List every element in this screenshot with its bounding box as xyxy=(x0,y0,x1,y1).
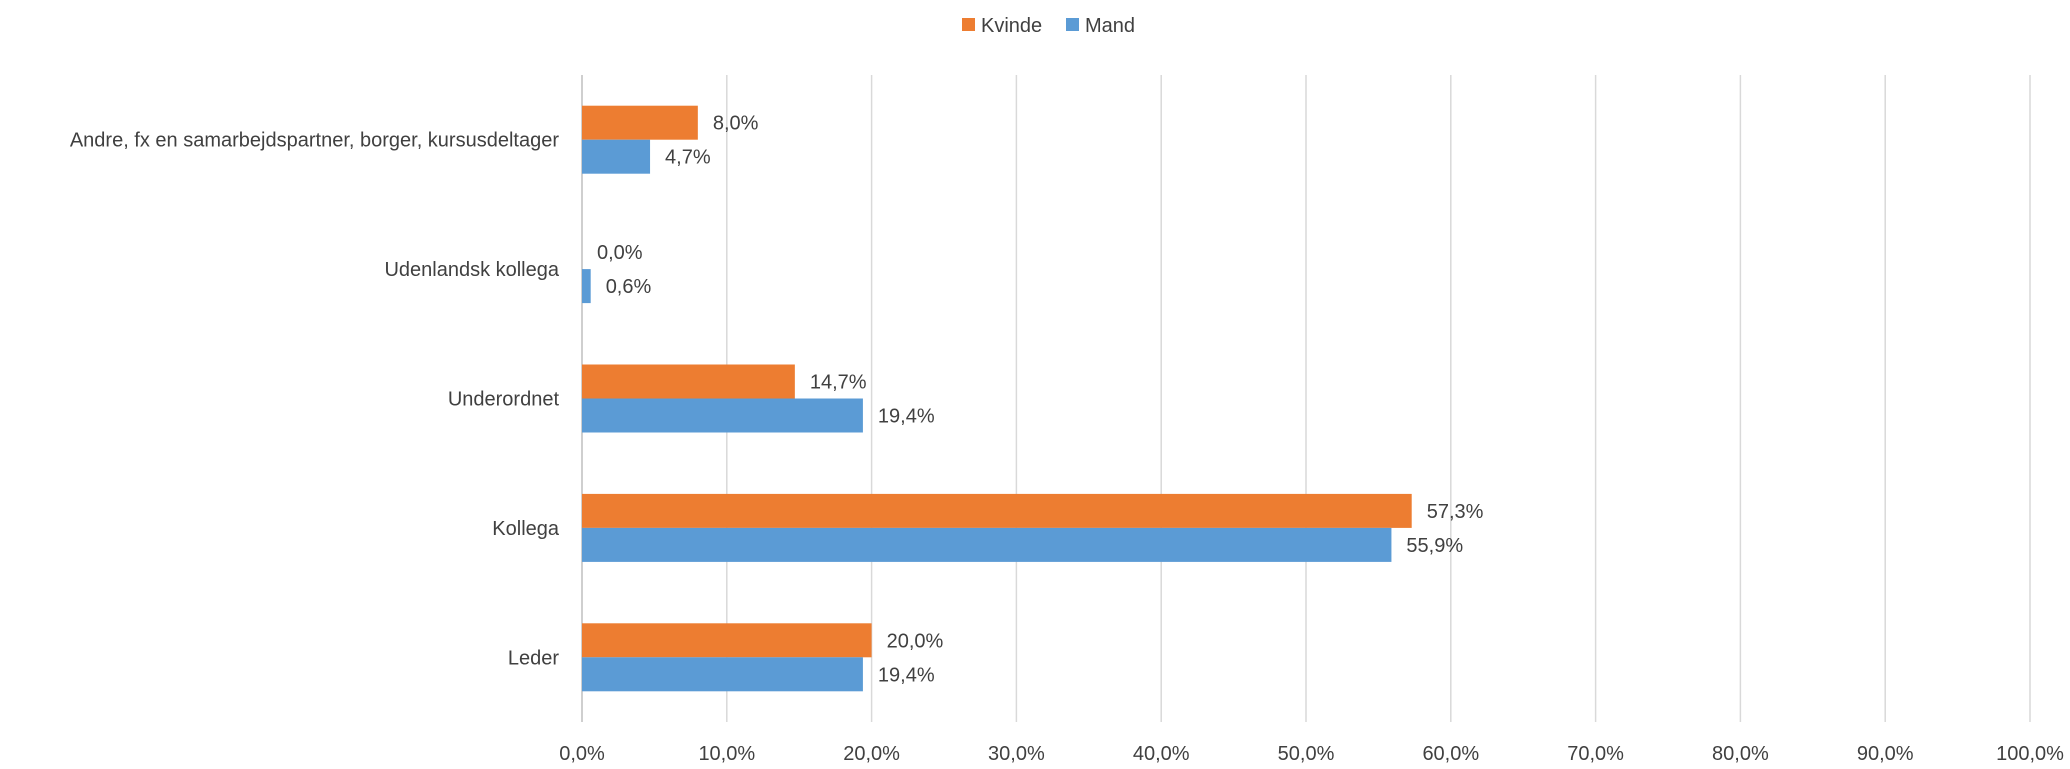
bar-mand xyxy=(582,527,1392,562)
legend-label-kvinde: Kvinde xyxy=(981,15,1042,37)
category-label: Andre, fx en samarbejdspartner, borger, … xyxy=(70,130,560,152)
x-tick-label: 60,0% xyxy=(1422,743,1479,764)
legend: Kvinde Mand xyxy=(962,15,1135,37)
x-tick-label: 30,0% xyxy=(988,743,1045,764)
x-tick-label: 90,0% xyxy=(1857,743,1914,764)
data-label-kvinde: 20,0% xyxy=(887,630,944,652)
data-label-mand: 19,4% xyxy=(878,664,935,686)
gridlines xyxy=(581,75,2031,722)
bars xyxy=(582,105,1412,692)
bar-mand xyxy=(582,657,863,692)
x-tick-label: 50,0% xyxy=(1278,743,1335,764)
x-tick-labels: 0,0% 10,0% 20,0% 30,0% 40,0% 50,0% 60,0% 70,0% 8… xyxy=(559,743,2064,765)
category-labels: Andre, fx en samarbejdspartner, borger, … xyxy=(70,130,560,670)
bar-mand xyxy=(582,139,651,174)
category-label: Udenlandsk kollega xyxy=(384,259,559,281)
category-label: Underordnet xyxy=(448,389,560,411)
x-tick-label: 100,0% xyxy=(1996,743,2064,764)
data-label-mand: 0,6% xyxy=(606,276,652,298)
data-label-kvinde: 8,0% xyxy=(713,113,759,135)
data-label-mand: 19,4% xyxy=(878,406,935,428)
bar-kvinde xyxy=(582,364,795,399)
data-label-kvinde: 0,0% xyxy=(597,242,643,264)
data-label-kvinde: 14,7% xyxy=(810,372,867,394)
category-label: Kollega xyxy=(492,518,560,540)
x-tick-label: 20,0% xyxy=(843,743,900,764)
x-tick-label: 40,0% xyxy=(1133,743,1190,764)
legend-swatch-kvinde xyxy=(962,18,975,31)
data-label-mand: 4,7% xyxy=(665,147,711,169)
x-tick-label: 70,0% xyxy=(1567,743,1624,764)
x-tick-label: 80,0% xyxy=(1712,743,1769,764)
legend-label-mand: Mand xyxy=(1085,15,1135,37)
x-tick-label: 10,0% xyxy=(698,743,755,764)
data-label-mand: 55,9% xyxy=(1406,535,1463,557)
bar-mand xyxy=(582,398,863,433)
x-tick-label: 0,0% xyxy=(559,743,605,764)
category-label: Leder xyxy=(508,647,559,669)
bar-kvinde xyxy=(582,493,1412,528)
bar-kvinde xyxy=(582,105,698,140)
bar-kvinde xyxy=(582,623,872,658)
value-labels: 8,0%4,7% 0,0% 0,6% 14,7% 19,4% 57,3% 55,9% 20,0… xyxy=(597,113,1484,687)
data-label-kvinde: 57,3% xyxy=(1427,501,1484,523)
bar-mand xyxy=(582,269,591,304)
legend-swatch-mand xyxy=(1066,18,1079,31)
